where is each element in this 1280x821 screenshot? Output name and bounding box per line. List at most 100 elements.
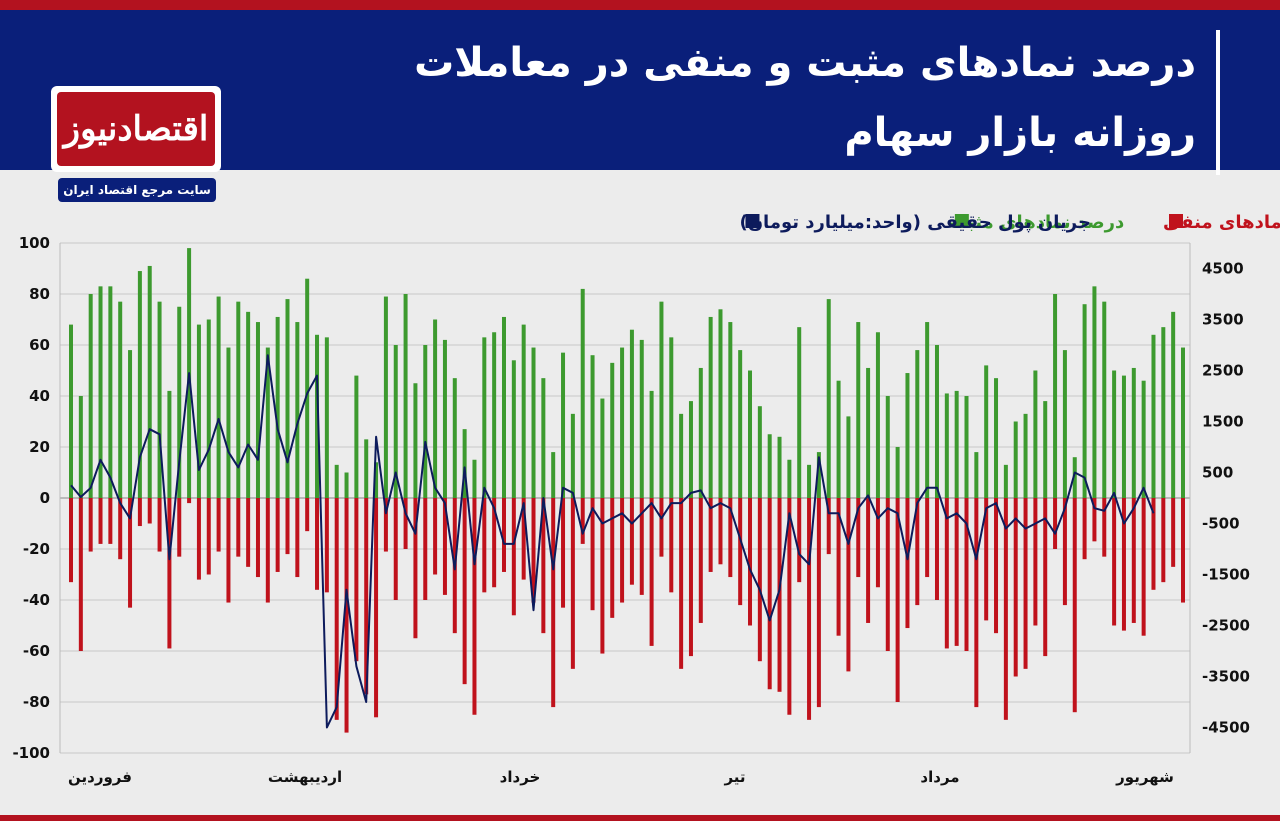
- negative-bar: [1112, 498, 1117, 626]
- positive-bar: [688, 401, 693, 498]
- negative-bar: [610, 498, 615, 618]
- negative-bar: [472, 498, 477, 715]
- left-tick-label: 20: [29, 438, 50, 456]
- positive-bar: [393, 345, 398, 498]
- positive-bar: [147, 265, 152, 498]
- negative-bar: [954, 498, 959, 646]
- negative-bar: [501, 498, 506, 572]
- positive-bar: [118, 301, 123, 498]
- flow-series-line: [70, 354, 1155, 729]
- flow-line: [70, 354, 1155, 729]
- negative-bar: [383, 498, 388, 552]
- positive-bar: [324, 337, 329, 498]
- positive-bar: [659, 301, 664, 498]
- positive-bar: [255, 322, 260, 498]
- negative-bar: [1053, 498, 1058, 549]
- chart-title-line1: درصد نمادهای مثبت و منفی در معاملات: [414, 40, 1196, 86]
- negative-bar: [1131, 498, 1136, 623]
- legend-label: جریان پول حقیقی (واحد:میلیارد تومان): [739, 212, 1090, 233]
- left-tick-label: -80: [23, 693, 50, 711]
- negative-bar: [364, 498, 369, 695]
- negative-bar: [639, 498, 644, 595]
- negative-bar: [649, 498, 654, 646]
- negative-bar: [354, 498, 359, 662]
- negative-bar: [433, 498, 438, 575]
- positive-bar: [777, 436, 782, 498]
- negative-bar: [1171, 498, 1176, 567]
- negative-bar: [305, 498, 310, 532]
- negative-bar: [698, 498, 703, 623]
- positive-bar: [108, 286, 113, 498]
- negative-bar: [925, 498, 930, 578]
- positive-bar: [206, 319, 211, 498]
- negative-bar: [206, 498, 211, 575]
- positive-bar: [354, 375, 359, 498]
- right-tick-label: 1500: [1202, 413, 1244, 431]
- positive-bar: [728, 322, 733, 498]
- negative-bar: [118, 498, 123, 560]
- positive-bar: [669, 337, 674, 498]
- positive-bar: [1151, 334, 1156, 498]
- positive-bar: [1003, 464, 1008, 498]
- negative-bar: [275, 498, 280, 572]
- positive-bar: [816, 452, 821, 498]
- legend-swatch: [1169, 214, 1183, 228]
- positive-bar: [501, 316, 506, 498]
- negative-bar: [226, 498, 231, 603]
- negative-bar: [738, 498, 743, 606]
- negative-bar: [1082, 498, 1087, 560]
- negative-bar: [531, 498, 536, 603]
- positive-bar: [708, 316, 713, 498]
- negative-bar: [236, 498, 241, 557]
- negative-bar: [944, 498, 949, 649]
- negative-bar: [885, 498, 890, 651]
- negative-bar: [718, 498, 723, 565]
- negative-bar: [1161, 498, 1166, 583]
- negative-bar: [757, 498, 762, 662]
- legend-label: درصد نمادهای منفی: [1163, 212, 1280, 233]
- negative-bar: [196, 498, 201, 580]
- month-label: شهریور: [1115, 768, 1174, 786]
- negative-bar: [767, 498, 772, 690]
- negative-bar: [423, 498, 428, 600]
- positive-bar: [620, 347, 625, 498]
- positive-bar: [305, 278, 310, 498]
- negative-bar: [78, 498, 83, 651]
- negative-bar: [295, 498, 300, 578]
- positive-bar: [1013, 421, 1018, 498]
- negative-bar: [393, 498, 398, 600]
- positive-bar: [383, 296, 388, 498]
- negative-bar: [875, 498, 880, 588]
- negative-bar: [285, 498, 290, 555]
- negative-bar: [462, 498, 467, 685]
- negative-bar: [787, 498, 792, 715]
- x-axis-months: فروردین اردیبهشت خرداد تیر مرداد شهریور: [68, 768, 1174, 786]
- positive-bar: [226, 347, 231, 498]
- positive-bar: [1161, 327, 1166, 498]
- positive-bar: [875, 332, 880, 498]
- negative-bar: [1013, 498, 1018, 677]
- negative-bar: [255, 498, 260, 578]
- top-accent-bar: [0, 0, 1280, 10]
- negative-bar: [895, 498, 900, 702]
- positive-bar: [423, 345, 428, 498]
- positive-bar: [767, 434, 772, 498]
- negative-bar: [167, 498, 172, 649]
- negative-bar: [807, 498, 812, 720]
- negative-bar: [521, 498, 526, 580]
- positive-bar: [797, 327, 802, 498]
- positive-bar: [1131, 367, 1136, 498]
- negative-bar: [1181, 498, 1185, 603]
- month-label: اردیبهشت: [268, 768, 342, 786]
- positive-bar: [925, 322, 930, 498]
- positive-bar: [334, 464, 339, 498]
- positive-bar: [344, 472, 349, 498]
- positive-bar: [905, 373, 910, 498]
- negative-bar: [403, 498, 408, 549]
- positive-bar: [541, 378, 546, 498]
- positive-bar: [718, 309, 723, 498]
- right-tick-label: 4500: [1202, 260, 1244, 278]
- left-tick-label: 80: [29, 285, 50, 303]
- right-tick-label: 3500: [1202, 311, 1244, 329]
- positive-bar: [580, 288, 585, 498]
